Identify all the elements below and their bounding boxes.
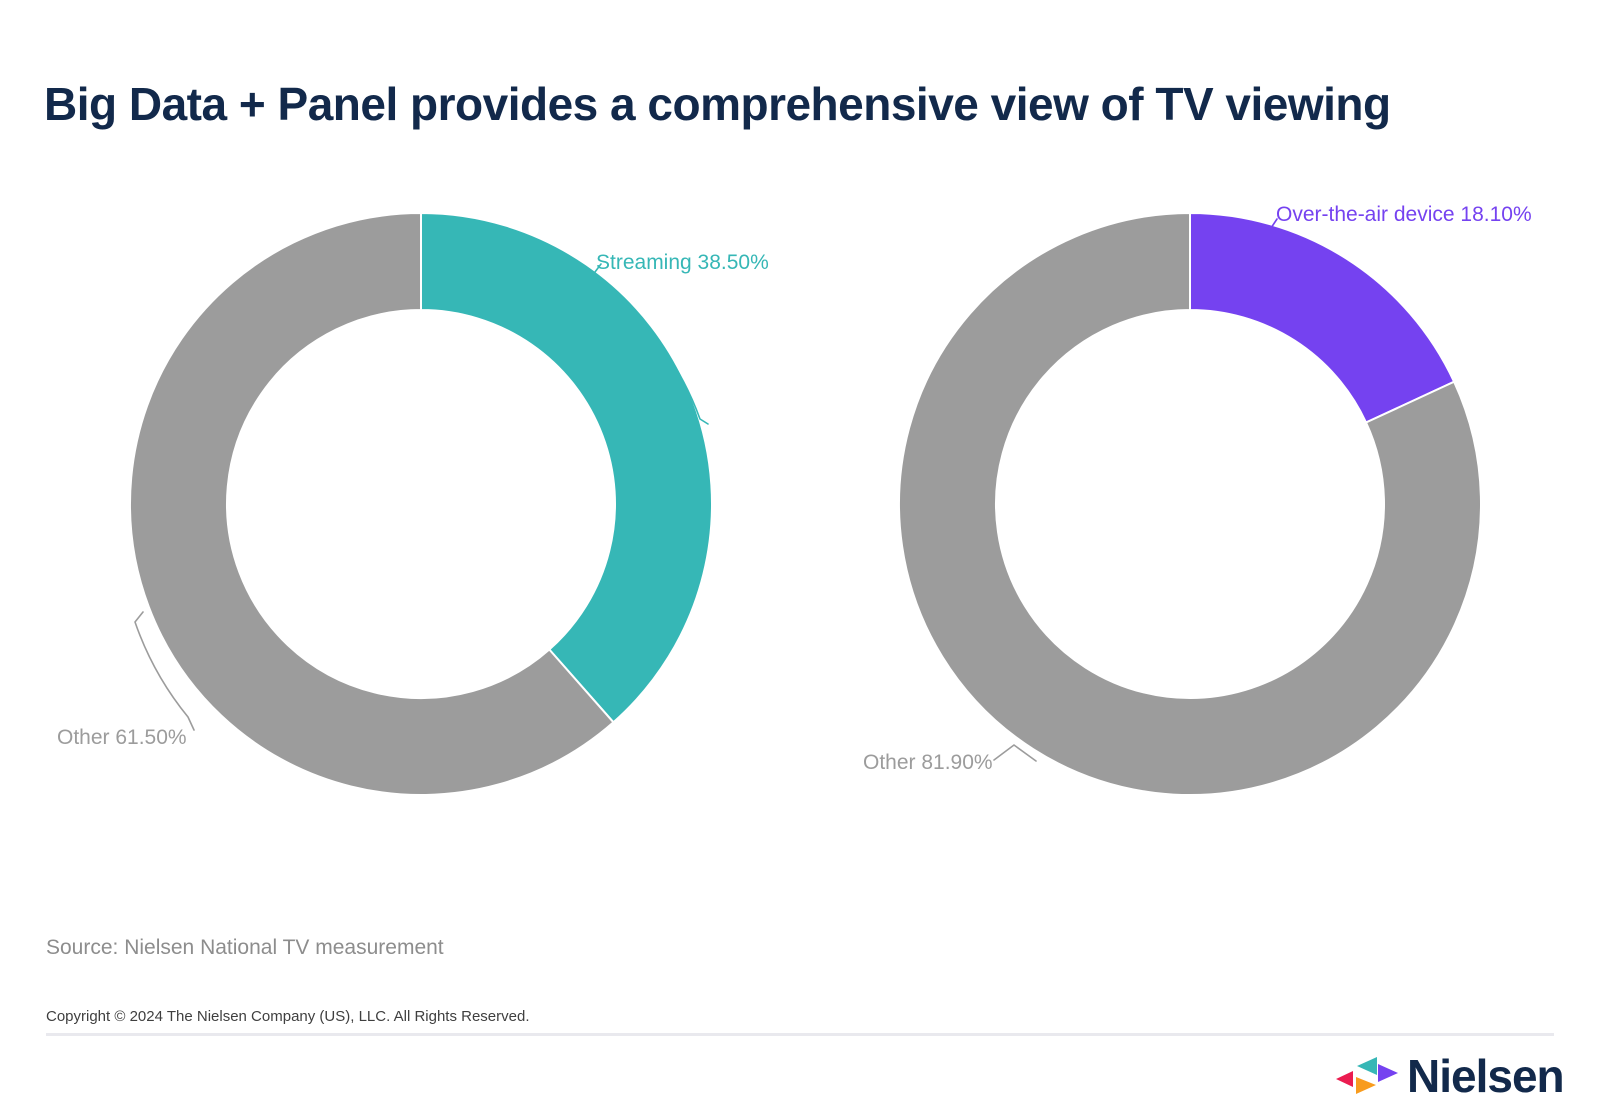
logo-triangle-orange — [1356, 1077, 1376, 1094]
donut-chart-right — [898, 211, 1483, 796]
nielsen-logo-icon — [1336, 1057, 1398, 1094]
donut-slice-other — [129, 211, 615, 796]
page-title: Big Data + Panel provides a comprehensiv… — [44, 77, 1391, 130]
donut-slice-streaming — [420, 211, 713, 724]
slice-label-streaming: Streaming 38.50% — [596, 251, 769, 274]
callout-line-other — [134, 611, 195, 731]
nielsen-logo: Nielsen — [1336, 1050, 1565, 1102]
callout-line-other — [993, 744, 1037, 762]
footer-divider — [46, 1033, 1554, 1036]
donut-slice-over-the-air-device — [1189, 211, 1456, 424]
source-note: Source: Nielsen National TV measurement — [46, 936, 444, 959]
donut-slice-other — [898, 211, 1483, 796]
donut-chart-left — [129, 211, 713, 796]
copyright-text: Copyright © 2024 The Nielsen Company (US… — [46, 1008, 530, 1025]
nielsen-wordmark: Nielsen — [1407, 1050, 1565, 1102]
logo-triangle-red — [1336, 1071, 1353, 1087]
callout-line-over-the-air-device — [1270, 218, 1348, 268]
slice-label-other-right: Other 81.90% — [863, 751, 993, 774]
logo-triangle-purple — [1378, 1064, 1398, 1082]
slice-label-over-the-air: Over-the-air device 18.10% — [1276, 203, 1532, 226]
slice-label-other-left: Other 61.50% — [57, 726, 187, 749]
callout-line-streaming — [591, 263, 709, 425]
logo-triangle-teal — [1357, 1057, 1377, 1075]
